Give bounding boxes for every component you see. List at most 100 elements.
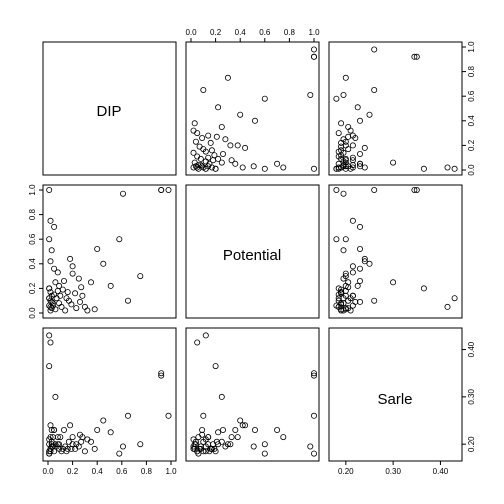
y-tick-label-right-dip-1: 0.2 (467, 139, 476, 151)
point-sarle-vs-potential-1 (280, 434, 287, 441)
panel-frame-dip-vs-potential (185, 41, 320, 176)
point-dip-vs-potential-54 (190, 127, 197, 134)
point-sarle-vs-potential-33 (237, 417, 244, 424)
point-potential-vs-sarle-4 (340, 247, 347, 254)
point-sarle-vs-dip-55 (56, 441, 63, 448)
panel-frame-sarle-vs-potential (185, 327, 320, 462)
point-potential-vs-dip-0 (46, 186, 53, 193)
point-dip-vs-potential-25 (227, 142, 234, 149)
point-dip-vs-sarle-23 (361, 144, 368, 151)
axes: 0.0 0.2 0.4 0.6 0.8 1.00.0 0.2 0.4 0.6 0.8 1.0 0.20… (28, 28, 476, 476)
point-potential-vs-sarle-18 (340, 295, 347, 302)
point-dip-vs-sarle-45 (349, 162, 356, 169)
point-sarle-vs-dip-17 (51, 448, 58, 455)
point-sarle-vs-dip-44 (48, 426, 55, 433)
point-dip-vs-sarle-36 (342, 74, 349, 81)
point-dip-vs-potential-27 (222, 136, 229, 143)
point-sarle-vs-dip-40 (46, 332, 53, 339)
point-sarle-vs-dip-37 (158, 370, 165, 377)
point-sarle-vs-potential-25 (227, 441, 234, 448)
point-sarle-vs-dip-59 (107, 429, 114, 436)
point-potential-vs-sarle-40 (451, 295, 458, 302)
point-sarle-vs-dip-53 (77, 431, 84, 438)
point-potential-vs-dip-60 (125, 297, 132, 304)
point-dip-vs-sarle-29 (335, 130, 342, 137)
y-tick-label-left-potential-2: 0.4 (28, 258, 37, 270)
point-potential-vs-sarle-56 (356, 277, 363, 284)
point-dip-vs-potential-19 (210, 157, 217, 164)
point-sarle-vs-potential-40 (202, 332, 209, 339)
point-potential-vs-sarle-1 (349, 217, 356, 224)
point-potential-vs-sarle-5 (361, 258, 368, 265)
y-tick-label-right-dip-5: 1.0 (467, 41, 476, 53)
point-potential-vs-dip-48 (58, 303, 65, 310)
point-dip-vs-sarle-46 (342, 159, 349, 166)
point-potential-vs-sarle-42 (420, 285, 427, 292)
point-sarle-vs-potential-32 (251, 426, 258, 433)
x-tick-label-bottom-dip-4: 0.8 (141, 467, 153, 476)
point-dip-vs-potential-58 (213, 133, 220, 140)
point-dip-vs-sarle-57 (338, 147, 345, 154)
panel-frame-potential-vs-dip (42, 184, 177, 319)
point-potential-vs-sarle-2 (356, 223, 363, 230)
point-dip-vs-sarle-56 (356, 150, 363, 157)
point-dip-vs-sarle-54 (347, 127, 354, 134)
point-potential-vs-dip-30 (88, 279, 95, 286)
point-dip-vs-sarle-60 (371, 87, 378, 94)
point-potential-vs-sarle-24 (349, 263, 356, 270)
point-dip-vs-sarle-59 (354, 104, 361, 111)
point-dip-vs-potential-1 (280, 164, 287, 171)
point-dip-vs-potential-29 (194, 130, 201, 137)
point-potential-vs-dip-6 (51, 265, 58, 272)
point-potential-vs-dip-56 (61, 277, 68, 284)
point-dip-vs-sarle-58 (345, 133, 352, 140)
point-sarle-vs-dip-42 (46, 363, 53, 370)
point-dip-vs-sarle-32 (356, 117, 363, 124)
point-potential-vs-sarle-50 (345, 297, 352, 304)
point-potential-vs-dip-58 (78, 284, 85, 291)
y-tick-label-left-potential-1: 0.2 (28, 282, 37, 294)
point-potential-vs-sarle-58 (345, 284, 352, 291)
point-dip-vs-potential-5 (239, 164, 246, 171)
point-potential-vs-dip-54 (84, 307, 91, 314)
point-sarle-vs-potential-18 (202, 443, 209, 450)
point-sarle-vs-dip-34 (116, 450, 123, 457)
point-sarle-vs-potential-54 (190, 436, 197, 443)
point-dip-vs-potential-30 (218, 124, 225, 131)
point-potential-vs-dip-24 (69, 263, 76, 270)
point-dip-vs-sarle-6 (356, 160, 363, 167)
point-dip-vs-potential-51 (196, 143, 203, 150)
point-potential-vs-dip-7 (54, 269, 61, 276)
x-tick-label-top-potential-2: 0.4 (235, 28, 247, 37)
point-sarle-vs-potential-57 (208, 445, 215, 452)
point-sarle-vs-potential-38 (310, 372, 317, 379)
point-dip-vs-potential-48 (194, 153, 201, 160)
x-tick-label-bottom-sarle-2: 0.40 (433, 467, 449, 476)
point-potential-vs-dip-33 (100, 260, 107, 267)
point-dip-vs-potential-28 (205, 132, 212, 139)
point-sarle-vs-potential-50 (200, 438, 207, 445)
point-sarle-vs-potential-58 (213, 438, 220, 445)
point-sarle-vs-potential-39 (310, 412, 317, 419)
point-sarle-vs-potential-60 (200, 412, 207, 419)
x-tick-label-top-potential-4: 0.8 (284, 28, 296, 37)
point-potential-vs-sarle-25 (342, 270, 349, 277)
point-potential-vs-sarle-21 (338, 286, 345, 293)
point-potential-vs-dip-39 (165, 186, 172, 193)
point-dip-vs-potential-46 (191, 159, 198, 166)
point-potential-vs-sarle-32 (356, 245, 363, 252)
point-sarle-vs-potential-51 (196, 445, 203, 452)
point-sarle-vs-potential-3 (261, 441, 268, 448)
point-potential-vs-sarle-23 (361, 255, 368, 262)
point-sarle-vs-dip-57 (64, 445, 71, 452)
y-tick-label-left-potential-5: 1.0 (28, 184, 37, 196)
point-potential-vs-dip-53 (77, 298, 84, 305)
diag-label-sarle: Sarle (377, 391, 412, 408)
point-sarle-vs-dip-39 (165, 412, 172, 419)
point-potential-vs-sarle-38 (411, 186, 418, 193)
point-potential-vs-dip-51 (68, 301, 75, 308)
point-potential-vs-dip-36 (137, 273, 144, 280)
point-sarle-vs-potential-45 (195, 434, 202, 441)
point-potential-vs-sarle-34 (333, 236, 340, 243)
point-sarle-vs-dip-29 (81, 448, 88, 455)
